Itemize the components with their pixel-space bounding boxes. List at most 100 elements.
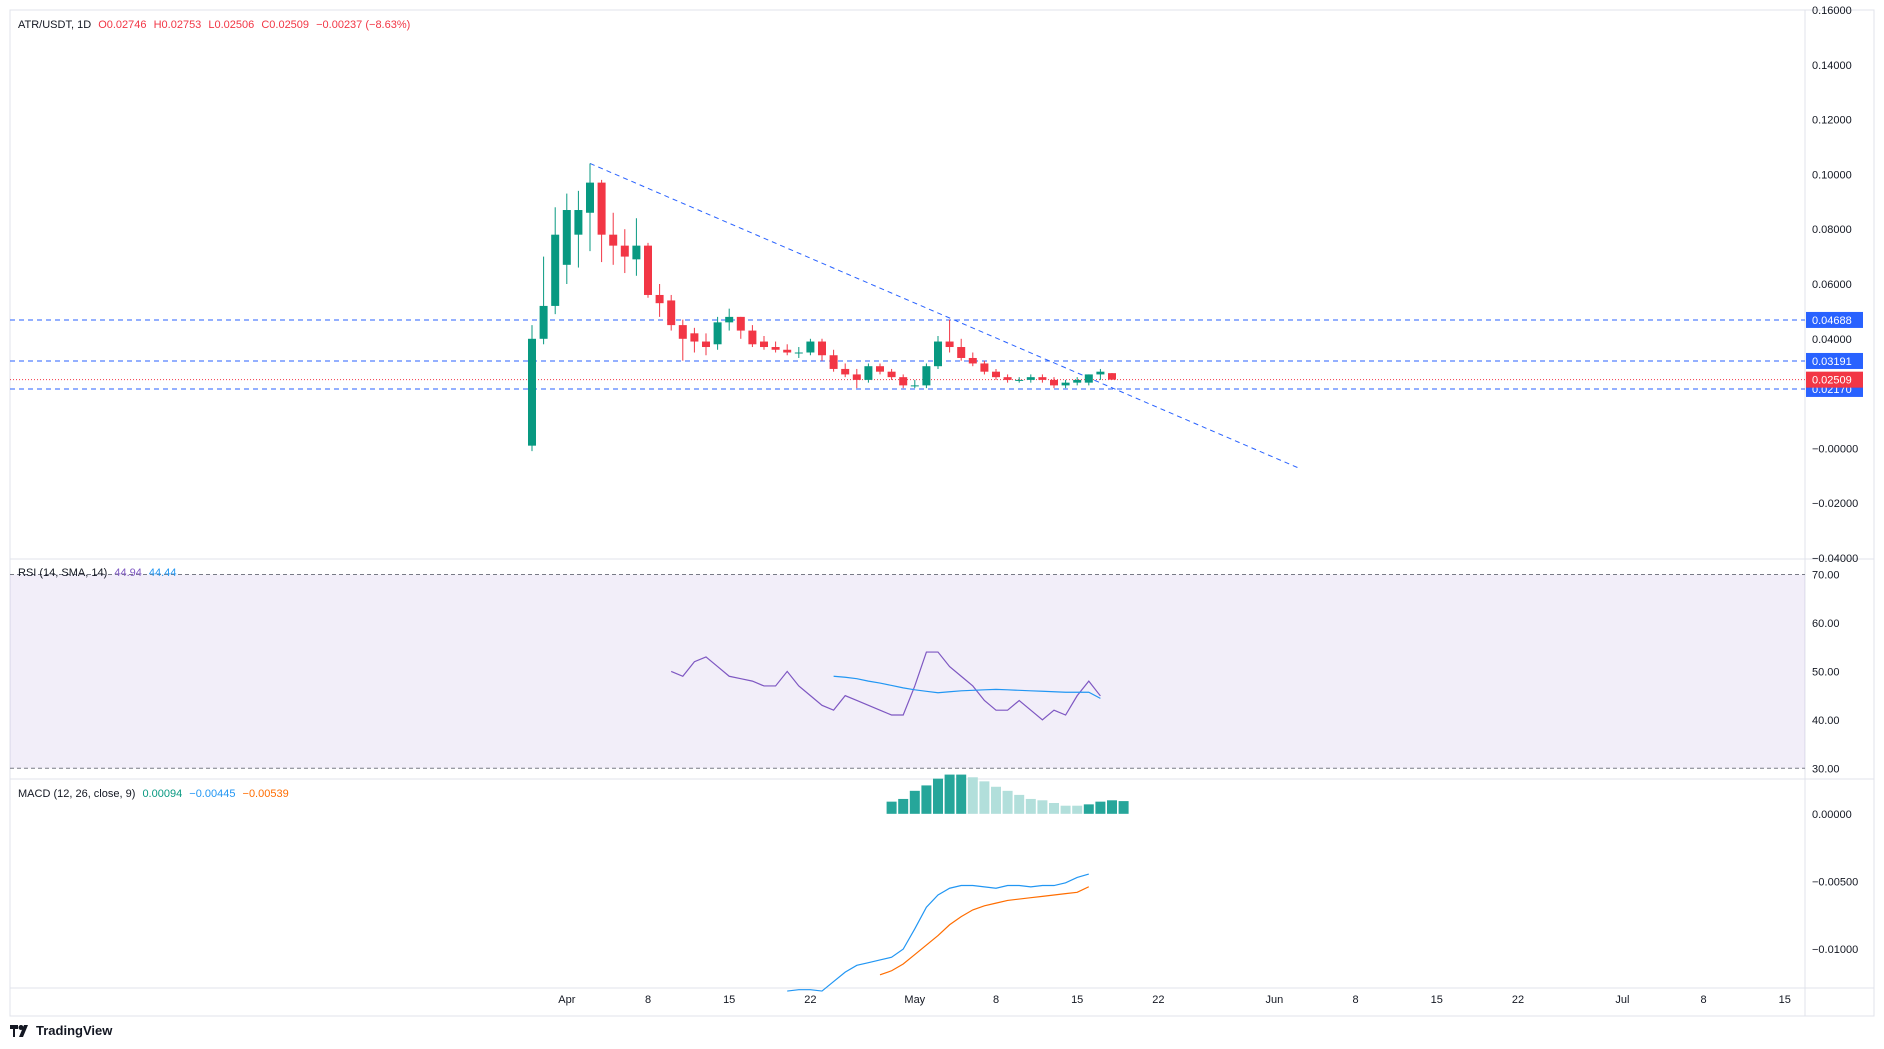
candle-up (725, 316, 734, 323)
time-tick-label: 8 (1353, 994, 1359, 1006)
macd-histogram-bar (933, 778, 943, 814)
symbol-label[interactable]: ATR/USDT, 1D (18, 19, 92, 31)
candle-down (609, 234, 618, 246)
time-tick-label: 8 (993, 994, 999, 1006)
macd-signal-line (879, 886, 1090, 976)
macd-tick-label: −0.01000 (1812, 944, 1858, 956)
macd-histogram-bar (1095, 801, 1106, 814)
macd-histogram-bar (1118, 801, 1129, 814)
macd-tick-label: −0.00500 (1812, 876, 1858, 888)
candle-down (968, 357, 977, 364)
descending-trendline (589, 162, 1298, 469)
rsi-sma-line (833, 675, 1101, 699)
candle-down (1050, 379, 1058, 386)
candle-up (539, 305, 548, 339)
price-axis[interactable]: 0.16000 0.14000 0.12000 0.10000 0.08000 0.060… (1806, 5, 1863, 956)
time-tick-label: 15 (723, 994, 735, 1006)
candle-down (702, 341, 710, 348)
outer-border (9, 9, 1875, 1017)
time-tick-label: 22 (1512, 994, 1524, 1006)
price-tick-label: 0.06000 (1812, 279, 1852, 291)
candle-up (1015, 379, 1024, 381)
candle-down (852, 374, 861, 380)
candle-down (771, 347, 780, 350)
candle-down (980, 363, 989, 372)
candle-down (736, 316, 745, 331)
rsi-pane[interactable] (10, 574, 1805, 769)
macd-line (787, 873, 1089, 992)
macd-histogram-bar (956, 774, 967, 814)
candle-down (783, 349, 792, 353)
macd-hist-value: 0.00094 (142, 788, 183, 800)
candle-down (748, 330, 757, 345)
candle-up (1096, 371, 1105, 375)
macd-histogram-bar (1002, 790, 1013, 814)
candle-down (1038, 377, 1047, 380)
candle-down (876, 366, 884, 372)
time-tick-label: Jul (1615, 994, 1629, 1006)
candle-down (841, 368, 850, 375)
close-value: C0.02509 (261, 19, 310, 31)
level-price-tag (1806, 352, 1863, 369)
macd-histogram-bar (979, 781, 990, 814)
price-tick-label: −0.02000 (1812, 498, 1858, 510)
candle-up (1061, 382, 1070, 386)
candle-down (957, 347, 966, 358)
macd-histogram-bar (1025, 798, 1036, 814)
candle-up (864, 366, 873, 380)
candle-up (910, 385, 919, 387)
macd-histogram-bar (967, 777, 978, 814)
candle-up (528, 338, 536, 446)
last-price-tag (1806, 371, 1863, 388)
time-tick-label: 8 (645, 994, 651, 1006)
level-price-tag (1806, 311, 1863, 328)
candle-down (1108, 373, 1116, 380)
price-tick-label: 0.14000 (1812, 60, 1852, 72)
macd-signal-value: −0.00539 (242, 788, 289, 800)
candle-down (899, 377, 908, 386)
rsi-tick-label: 70.00 (1812, 570, 1840, 582)
candle-down (887, 371, 896, 378)
macd-histogram-bar (991, 786, 1001, 814)
rsi-band (10, 574, 1805, 769)
time-axis[interactable]: Apr 8 15 22 May 8 15 22 Jun 8 15 22 Jul 8 15 (558, 994, 1791, 1006)
macd-value: −0.00445 (189, 788, 236, 800)
price-pane[interactable] (10, 162, 1805, 469)
price-legend: ATR/USDT, 1D O0.02746 H0.02753 L0.02506 … (18, 19, 414, 31)
macd-label[interactable]: MACD (12, 26, close, 9) (18, 788, 136, 800)
candle-up (562, 210, 571, 265)
candle-up (1073, 379, 1082, 383)
candle-up (806, 341, 815, 353)
candle-down (678, 325, 687, 339)
macd-legend: MACD (12, 26, close, 9) 0.00094 −0.00445… (18, 788, 293, 800)
macd-pane[interactable] (787, 774, 1129, 992)
time-tick-label: 8 (1701, 994, 1707, 1006)
candle-up (551, 234, 560, 306)
brand-label: TradingView (36, 1023, 113, 1038)
candle-down (1003, 377, 1012, 380)
price-tick-label: −0.00000 (1812, 443, 1858, 455)
tradingview-icon (10, 1024, 28, 1037)
candle-down (829, 355, 838, 369)
candle-up (574, 210, 583, 235)
macd-histogram-bar (898, 798, 909, 814)
candle-up (1084, 374, 1093, 383)
high-value: H0.02753 (153, 19, 202, 31)
rsi-tick-label: 50.00 (1812, 666, 1840, 678)
time-tick-label: 15 (1071, 994, 1083, 1006)
macd-histogram-bar (944, 774, 955, 814)
macd-histogram-bar (1072, 805, 1083, 814)
rsi-label[interactable]: RSI (14, SMA, 14) (18, 567, 108, 579)
tradingview-logo[interactable]: TradingView (10, 1023, 112, 1038)
candle-down (597, 182, 606, 235)
candle-up (922, 366, 931, 386)
price-tick-label: 0.04000 (1812, 334, 1852, 346)
price-tick-label: 0.12000 (1812, 115, 1852, 127)
candle-down (690, 333, 699, 342)
candle-down (644, 245, 652, 295)
macd-histogram-bar (1037, 800, 1048, 814)
candle-down (945, 341, 954, 348)
rsi-sma-value: 44.44 (148, 567, 177, 579)
macd-histogram-bar (1107, 800, 1117, 814)
